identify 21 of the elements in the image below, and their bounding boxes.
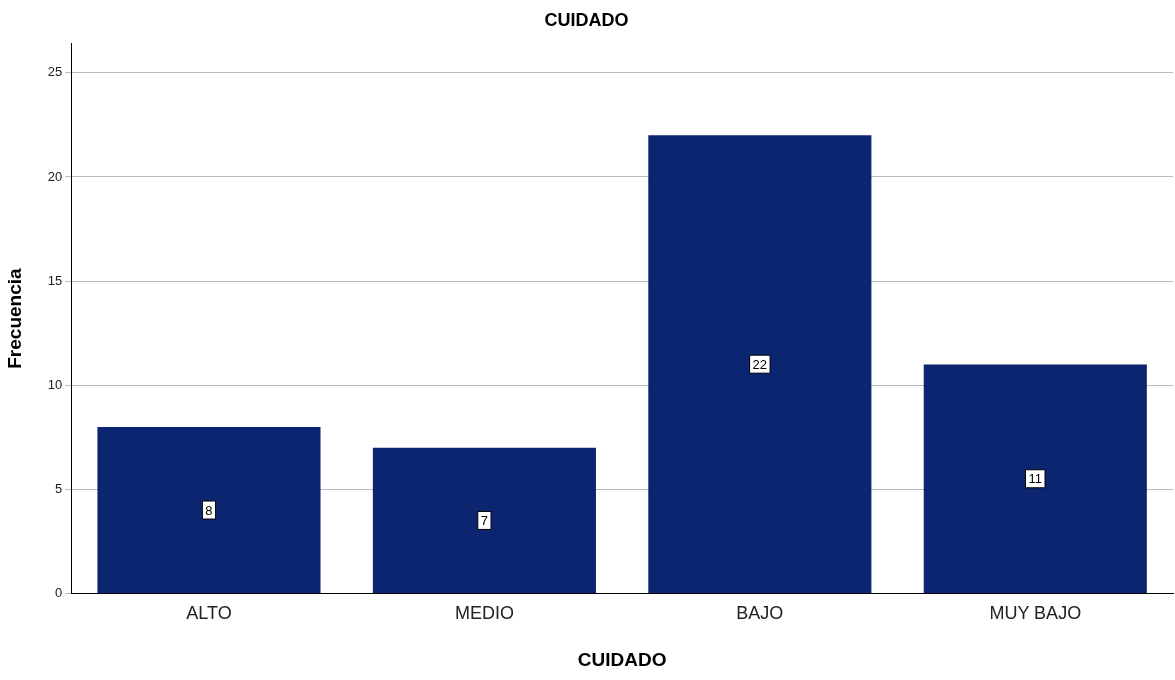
x-axis-title: CUIDADO	[577, 648, 667, 670]
bar	[648, 135, 872, 594]
y-tick-label: 10	[47, 376, 63, 392]
x-tick-label: BAJO	[736, 603, 784, 624]
data-label: 8	[205, 502, 213, 518]
y-tick-label: 25	[47, 64, 63, 80]
y-tick-label: 5	[55, 481, 63, 497]
y-tick-label: 0	[55, 585, 63, 601]
x-tick-label: MEDIO	[454, 603, 514, 624]
data-label: 7	[480, 513, 489, 529]
x-tick-label: ALTO	[186, 603, 232, 624]
chart-title: CUIDADO	[544, 9, 629, 30]
data-label: 22	[752, 356, 768, 372]
bar	[923, 364, 1147, 594]
y-axis-title: Frecuencia	[3, 268, 25, 369]
bar	[97, 426, 321, 594]
y-tick-label: 15	[47, 272, 63, 288]
y-tick-label: 20	[47, 168, 63, 184]
data-label: 11	[1028, 471, 1043, 487]
x-tick-label: MUY BAJO	[989, 603, 1082, 624]
bar	[372, 447, 596, 594]
